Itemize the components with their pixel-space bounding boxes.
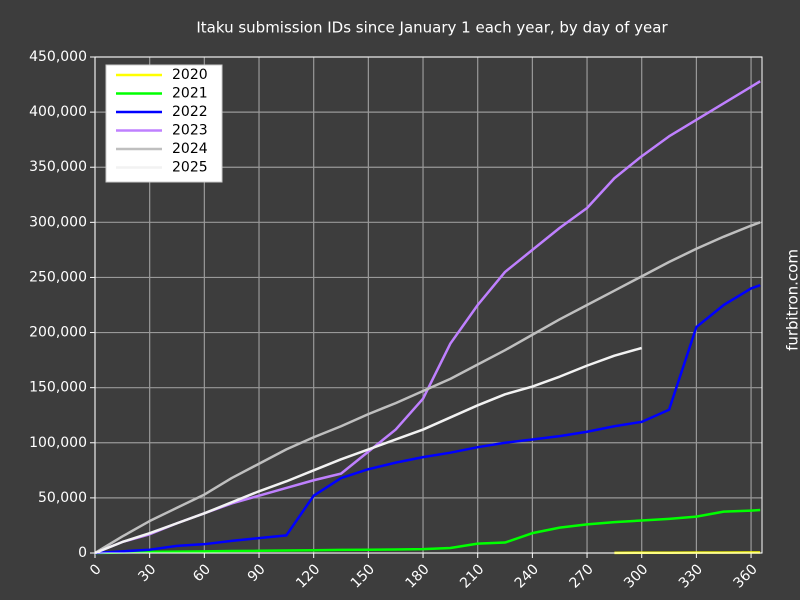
y-tick-label: 50,000 (38, 490, 87, 506)
series-line (94, 346, 643, 555)
legend-box (105, 64, 223, 183)
y-tick-label: 400,000 (29, 104, 87, 120)
legend-label: 2022 (172, 104, 208, 120)
series-line (94, 221, 761, 555)
y-tick-label: 250,000 (29, 269, 87, 285)
legend-label: 2023 (172, 123, 208, 139)
chart-title: Itaku submission IDs since January 1 eac… (196, 19, 668, 37)
legend-label: 2020 (172, 67, 208, 83)
y-tick-label: 100,000 (29, 435, 87, 451)
side-note: furbitron.com (784, 249, 800, 351)
y-tick-label: 300,000 (29, 214, 87, 230)
series-line (94, 508, 761, 555)
plot-frame (94, 56, 763, 554)
legend-label: 2024 (172, 141, 208, 157)
y-tick-label: 150,000 (29, 380, 87, 396)
y-tick-label: 200,000 (29, 325, 87, 341)
series-line (94, 283, 761, 555)
y-tick-label: 0 (78, 545, 87, 561)
y-tick-label: 450,000 (29, 49, 87, 65)
legend-label: 2021 (172, 86, 208, 102)
y-tick-label: 350,000 (29, 159, 87, 175)
legend-label: 2025 (172, 160, 208, 176)
